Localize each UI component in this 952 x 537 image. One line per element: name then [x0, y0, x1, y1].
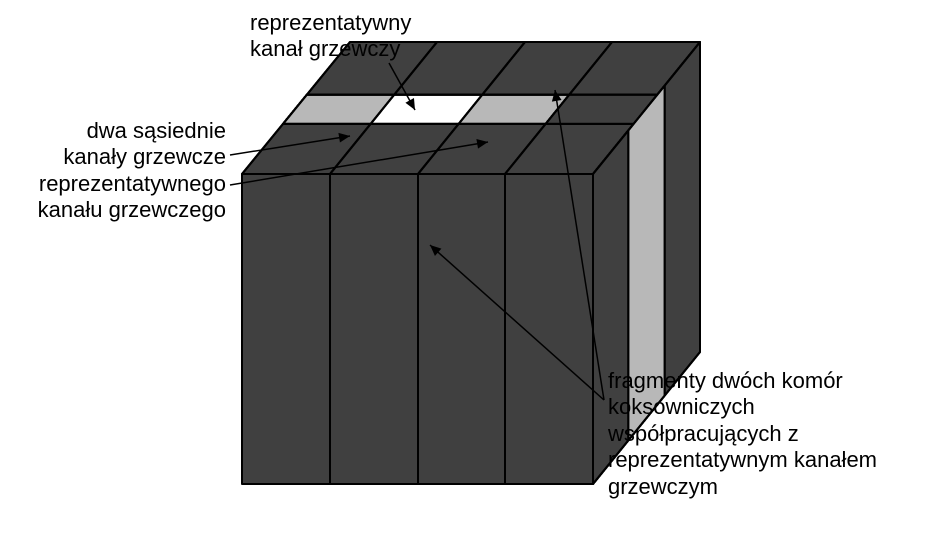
front-col [242, 174, 330, 484]
front-col [418, 174, 505, 484]
label-chamber-fragments: fragmenty dwóch komórkoksowniczychwspółp… [608, 368, 877, 500]
label-representative-channel: reprezentatywnykanał grzewczy [250, 10, 411, 63]
front-col [505, 174, 593, 484]
label-adjacent-channels: dwa sąsiedniekanały grzewczereprezentaty… [38, 118, 226, 224]
front-col [330, 174, 418, 484]
